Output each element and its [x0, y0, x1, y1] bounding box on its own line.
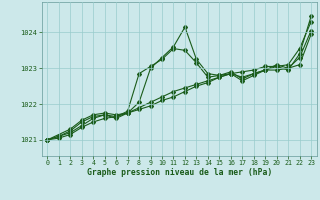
X-axis label: Graphe pression niveau de la mer (hPa): Graphe pression niveau de la mer (hPa) [87, 168, 272, 177]
